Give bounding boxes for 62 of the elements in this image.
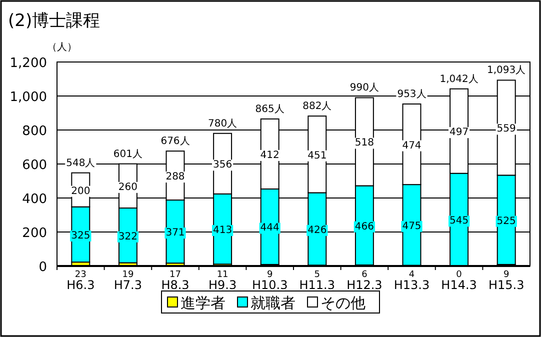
xtick: H10.3 <box>252 278 288 292</box>
label: 426 <box>308 224 327 236</box>
xtick: H7.3 <box>114 278 142 292</box>
label: 413 <box>213 225 232 236</box>
label: 4 <box>408 270 415 280</box>
label: 0 <box>456 270 462 280</box>
label: 497 <box>450 127 469 138</box>
label: 451 <box>308 150 327 162</box>
label: 6 <box>362 270 368 280</box>
label: 11 <box>216 270 228 280</box>
title: (2)博士課程 <box>8 11 100 31</box>
xtick: H12.3 <box>346 278 382 292</box>
label: 17 <box>170 270 181 280</box>
total: 882人 <box>302 101 332 112</box>
xtick: H13.3 <box>394 278 430 292</box>
total: 953人 <box>397 89 426 100</box>
total: 676人 <box>160 136 190 148</box>
ytick: 800 <box>22 124 47 139</box>
total: 780人 <box>208 118 238 130</box>
label: 23 <box>74 270 86 280</box>
label: 322 <box>118 231 138 242</box>
ytick: 0 <box>38 260 47 275</box>
total: 1,042人 <box>440 74 478 85</box>
label: 444 <box>260 222 280 234</box>
ytick: 1,200 <box>10 56 47 71</box>
label: 260 <box>118 182 138 193</box>
ytick: 400 <box>22 192 47 207</box>
label: 545 <box>450 216 469 227</box>
total: 865人 <box>255 104 284 115</box>
label: 288 <box>166 172 185 183</box>
xtick: H14.3 <box>441 278 477 292</box>
label: 466 <box>354 221 374 232</box>
xtick: H8.3 <box>161 278 190 292</box>
label: 200 <box>71 186 90 197</box>
label: 474 <box>402 140 422 152</box>
xtick: H11.3 <box>299 278 336 292</box>
label: 9 <box>503 270 510 280</box>
ytick: 1,000 <box>10 90 47 105</box>
label: 559 <box>496 124 516 135</box>
ytick: 200 <box>22 226 47 241</box>
legend: 就職者 <box>250 294 296 312</box>
total: 1,093人 <box>487 65 526 76</box>
label: 5 <box>314 270 320 280</box>
ylabel: （人） <box>47 42 77 53</box>
legend: その他 <box>320 294 366 312</box>
xtick: H9.3 <box>208 278 237 292</box>
label: 525 <box>496 216 516 227</box>
legend: 進学者 <box>180 294 226 312</box>
label: 356 <box>213 160 232 171</box>
total: 601人 <box>113 148 142 160</box>
label: 412 <box>260 150 280 161</box>
label: 371 <box>166 228 185 239</box>
label: 475 <box>402 220 422 232</box>
total: 990人 <box>350 82 379 94</box>
label: 19 <box>122 270 134 280</box>
total: 548人 <box>66 158 96 169</box>
ytick: 600 <box>22 158 47 173</box>
xtick: H6.3 <box>66 278 95 292</box>
label: 9 <box>266 270 273 280</box>
label: 518 <box>354 138 374 149</box>
label: 325 <box>71 230 90 242</box>
xtick: H15.3 <box>488 278 524 292</box>
